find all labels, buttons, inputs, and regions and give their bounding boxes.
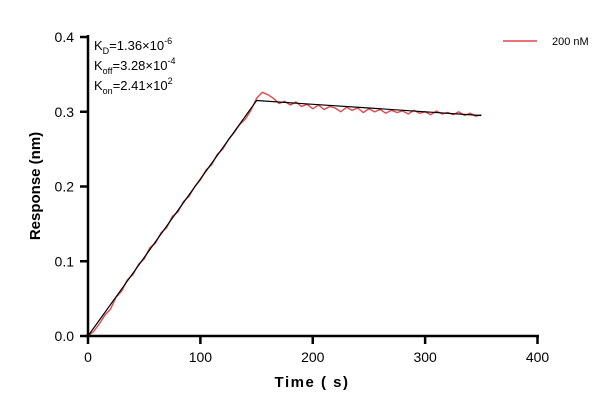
kinetic-constant-d: KD=1.36×10-6	[94, 36, 172, 56]
legend: 200 nM	[503, 36, 589, 48]
fit-line	[87, 99, 482, 337]
y-tick-label: 0.2	[55, 179, 75, 195]
x-tick-label: 0	[84, 349, 92, 365]
y-tick-label: 0.0	[55, 328, 75, 344]
x-tick-label: 200	[301, 349, 325, 365]
y-tick-label: 0.4	[55, 29, 75, 45]
series-200nm-line	[87, 91, 482, 337]
x-tick-label: 300	[413, 349, 437, 365]
kinetic-constant-on: Kon=2.41×102	[94, 76, 173, 96]
x-tick-label: 100	[189, 349, 213, 365]
y-axis-label: Response (nm)	[27, 132, 44, 240]
y-tick-label: 0.3	[55, 104, 75, 120]
kinetic-constant-off: Koff=3.28×10-4	[94, 56, 175, 76]
y-tick-label: 0.1	[55, 253, 75, 269]
x-tick-label: 400	[526, 349, 550, 365]
x-axis-label: Time ( s)	[275, 374, 350, 391]
legend-label: 200 nM	[552, 36, 589, 48]
